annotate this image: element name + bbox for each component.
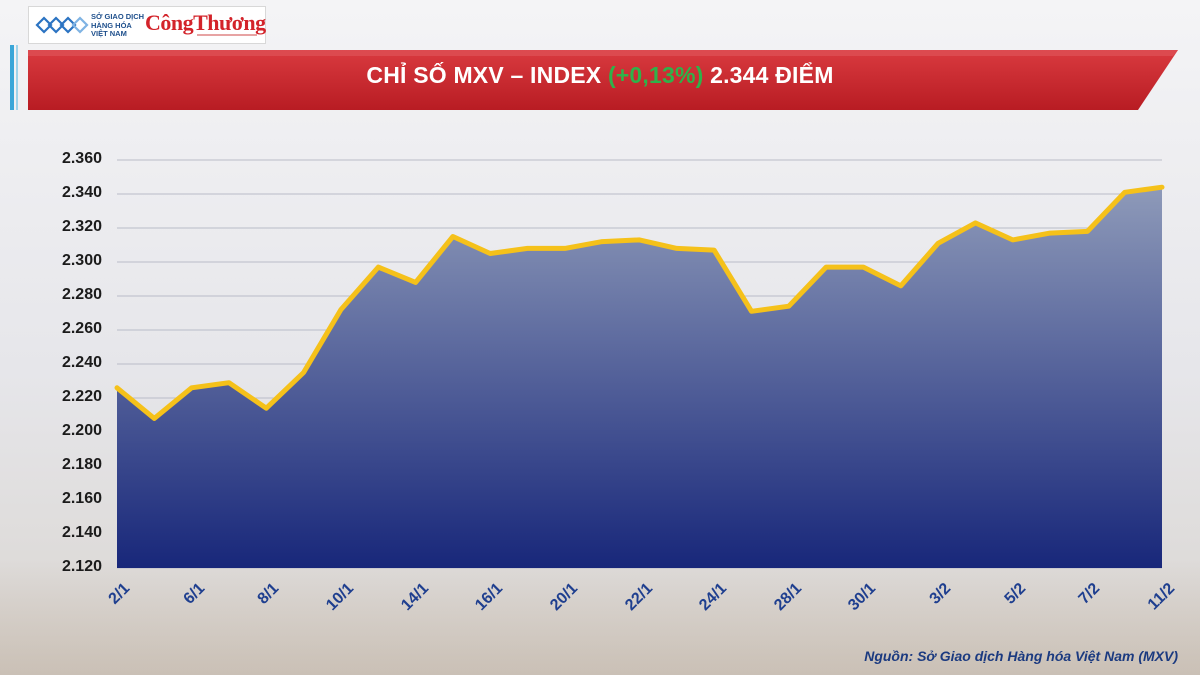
- accent-bar: [10, 45, 14, 110]
- congthuong-logo-underline: [197, 34, 257, 36]
- y-tick-label: 2.280: [61, 286, 102, 303]
- series-area: [117, 187, 1162, 568]
- title-banner: [28, 50, 1178, 110]
- y-tick-label: 2.320: [61, 218, 102, 235]
- mxv-logo-line: VIỆT NAM: [91, 29, 127, 38]
- title-change: (+0,13%): [607, 62, 704, 88]
- y-tick-label: 2.200: [61, 422, 102, 439]
- y-tick-label: 2.240: [61, 354, 102, 371]
- mxv-logo-text: SỞ GIAO DỊCH HÀNG HÓA VIỆT NAM: [91, 12, 145, 39]
- series-line: [114, 184, 1165, 421]
- accent-bar-thin: [16, 45, 18, 110]
- y-tick-label: 2.360: [61, 150, 102, 167]
- title-suffix: 2.344 ĐIỂM: [703, 62, 834, 88]
- mxv-logo-line: SỞ GIAO DỊCH: [91, 12, 145, 21]
- y-tick-label: 2.300: [61, 252, 102, 269]
- y-tick-label: 2.160: [61, 490, 102, 507]
- y-tick-label: 2.220: [61, 388, 102, 405]
- y-tick-label: 2.120: [61, 558, 102, 575]
- y-tick-label: 2.340: [61, 184, 102, 201]
- source-note: Nguồn: Sở Giao dịch Hàng hóa Việt Nam (M…: [864, 648, 1178, 664]
- y-tick-label: 2.180: [61, 456, 102, 473]
- y-tick-label: 2.140: [61, 524, 102, 541]
- y-tick-label: 2.260: [61, 320, 102, 337]
- title-prefix: CHỈ SỐ MXV – INDEX: [366, 62, 608, 88]
- mxv-logo-icon: [35, 16, 89, 34]
- chart-title: CHỈ SỐ MXV – INDEX (+0,13%) 2.344 ĐIỂM: [0, 62, 1200, 89]
- background-photo-strip: [0, 560, 1200, 675]
- mxv-logo-line: HÀNG HÓA: [91, 20, 132, 30]
- logo-area: SỞ GIAO DỊCH HÀNG HÓA VIỆT NAM CôngThươn…: [28, 6, 266, 44]
- congthuong-logo: CôngThương: [145, 10, 266, 35]
